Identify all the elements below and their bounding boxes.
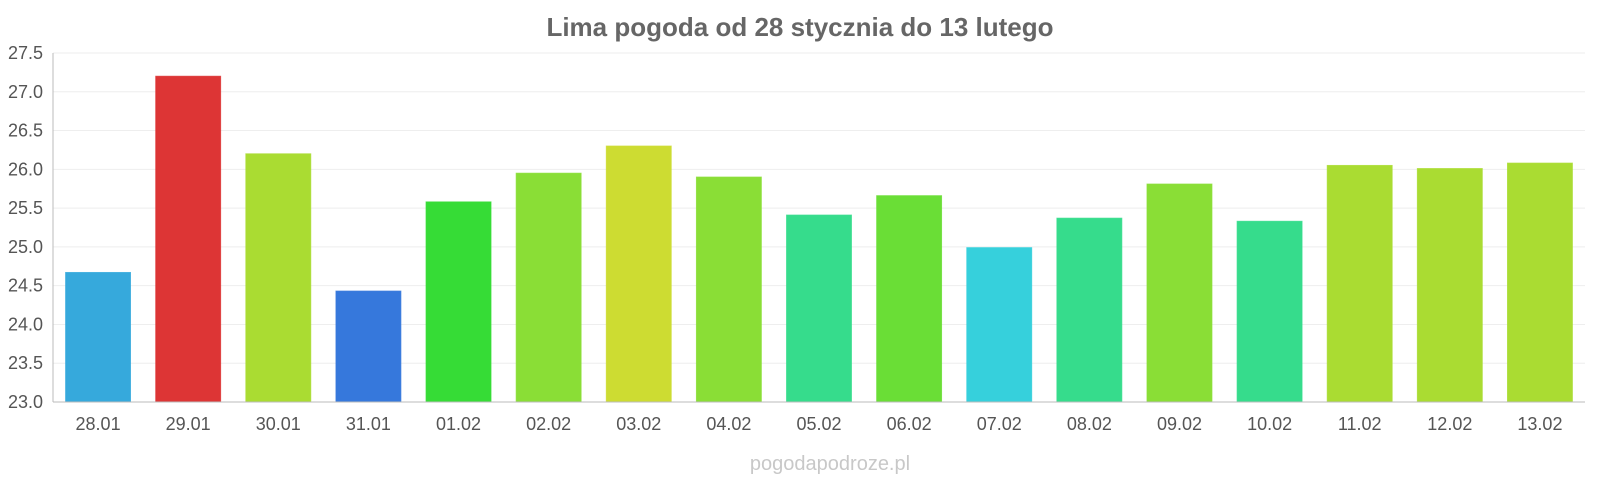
x-tick-label: 06.02	[887, 414, 932, 434]
bar-05.02	[786, 214, 852, 403]
y-tick-label: 25.0	[8, 237, 43, 257]
watermark: pogodapodroze.pl	[750, 453, 910, 475]
x-tick-label: 12.02	[1427, 414, 1472, 434]
bars	[65, 75, 1573, 403]
x-axis-ticks: 28.01 29.01 30.01 31.01 01.02 02.02 03.02 04.02…	[76, 414, 1563, 434]
bar-13.02	[1506, 162, 1573, 403]
y-axis-ticks: 23.0 23.5 24.0 24.5 25.0 25.5 26.0 26.5 27.0 27.5	[8, 43, 43, 412]
bar-01.02	[425, 201, 492, 403]
bar-11.02	[1326, 164, 1393, 403]
x-tick-label: 05.02	[796, 414, 841, 434]
y-tick-label: 27.0	[8, 82, 43, 102]
x-tick-label: 10.02	[1247, 414, 1292, 434]
x-tick-label: 07.02	[977, 414, 1022, 434]
y-tick-label: 23.0	[8, 392, 43, 412]
x-tick-label: 28.01	[76, 414, 121, 434]
x-tick-label: 13.02	[1517, 414, 1562, 434]
bar-10.02	[1236, 220, 1303, 403]
bar-08.02	[1056, 217, 1123, 403]
x-tick-label: 30.01	[256, 414, 301, 434]
x-tick-label: 31.01	[346, 414, 391, 434]
x-tick-label: 02.02	[526, 414, 571, 434]
y-tick-label: 25.5	[8, 198, 43, 218]
bar-04.02	[695, 176, 762, 403]
chart-title: Lima pogoda od 28 stycznia do 13 lutego	[546, 12, 1053, 42]
x-tick-label: 01.02	[436, 414, 481, 434]
bar-03.02	[605, 145, 672, 403]
bar-02.02	[515, 172, 582, 403]
bar-09.02	[1146, 183, 1213, 403]
x-tick-label: 03.02	[616, 414, 661, 434]
x-tick-label: 04.02	[706, 414, 751, 434]
x-tick-label: 09.02	[1157, 414, 1202, 434]
y-tick-label: 23.5	[8, 353, 43, 373]
x-tick-label: 08.02	[1067, 414, 1112, 434]
bar-30.01	[245, 153, 312, 403]
y-tick-label: 27.5	[8, 43, 43, 63]
bar-29.01	[155, 75, 222, 403]
y-tick-label: 24.0	[8, 314, 43, 334]
bar-06.02	[876, 195, 943, 403]
x-tick-label: 29.01	[166, 414, 211, 434]
y-tick-label: 26.0	[8, 159, 43, 179]
bar-28.01	[65, 271, 132, 403]
bar-12.02	[1416, 168, 1483, 403]
x-tick-label: 11.02	[1338, 414, 1382, 434]
bar-07.02	[966, 247, 1033, 403]
y-tick-label: 26.5	[8, 121, 43, 141]
bar-31.01	[335, 290, 402, 403]
y-tick-label: 24.5	[8, 276, 43, 296]
